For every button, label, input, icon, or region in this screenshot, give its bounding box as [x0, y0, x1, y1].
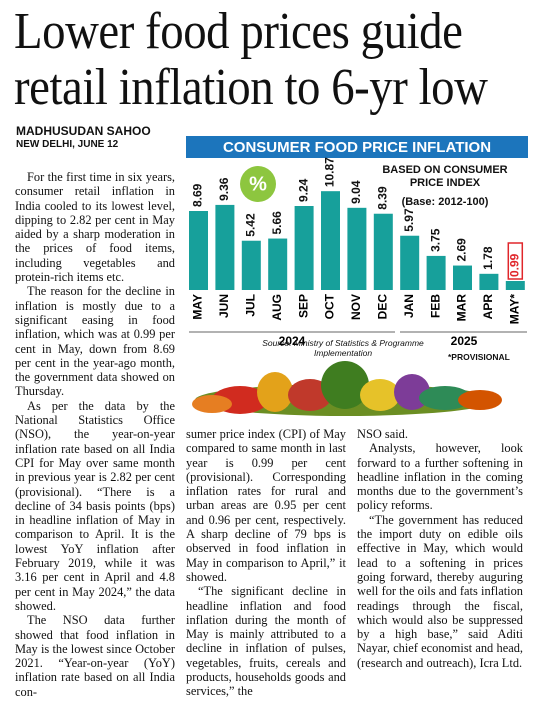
text-column: NSO said. Analysts, however, look forward… [357, 427, 523, 670]
chart: CONSUMER FOOD PRICE INFLATION % 2024 202… [186, 136, 528, 416]
byline-author: MADHUSUDAN SAHOO [16, 124, 151, 138]
paragraph: The NSO data further showed that food in… [15, 613, 175, 699]
x-tick-label: JAN [402, 294, 416, 318]
x-tick-label: JUN [217, 294, 231, 318]
x-tick-label: MAY [191, 294, 205, 320]
bar [347, 207, 367, 290]
bar [505, 281, 525, 290]
value-label: 8.39 [375, 186, 389, 210]
x-tick-label: OCT [323, 293, 337, 319]
value-label: 9.04 [349, 180, 363, 204]
chart-note: (Base: 2012-100) [401, 196, 489, 208]
x-tick-label: AUG [270, 294, 284, 321]
produce-illustration [192, 361, 502, 416]
headline: Lower food prices guide retail inflation… [14, 3, 488, 116]
chart-source: Source: Ministry of Statistics & Program… [262, 338, 424, 358]
paragraph: NSO said. [357, 427, 408, 441]
text-column: For the first time in six years, consume… [15, 170, 175, 699]
text-column: sumer price index (CPI) of May compared … [186, 427, 346, 699]
bar [321, 191, 340, 290]
bar [400, 235, 420, 290]
value-label: 9.24 [296, 178, 310, 202]
x-tick-label: NOV [349, 294, 363, 320]
bar [268, 238, 288, 290]
bar [453, 265, 472, 290]
paragraph: As per the data by the National Statisti… [15, 398, 175, 613]
bar [479, 273, 499, 290]
dateline: NEW DELHI, JUNE 12 [16, 139, 119, 150]
year-label: 2025 [451, 334, 478, 348]
x-tick-label: DEC [375, 294, 389, 320]
bar [241, 240, 261, 290]
paragraph: For the first time in six years, consume… [15, 170, 175, 285]
paragraph: “The significant decline in headline inf… [186, 584, 346, 699]
icon-circle [240, 166, 276, 202]
headline-line: Lower food prices guide [14, 3, 463, 60]
value-label: 3.75 [428, 228, 442, 252]
value-label: 5.42 [243, 213, 257, 237]
paragraph: sumer price index (CPI) of May compared … [186, 427, 346, 584]
x-tick-label: MAY* [507, 294, 521, 325]
headline-line: retail inflation to 6-yr low [14, 59, 488, 116]
chart-title: CONSUMER FOOD PRICE INFLATION [223, 139, 491, 156]
value-label: 10.87 [323, 157, 337, 187]
value-label: 5.66 [270, 211, 284, 235]
bar [215, 204, 235, 290]
bar [294, 206, 314, 290]
paragraph: Analysts, however, look forward to a fur… [357, 441, 523, 513]
value-label: 0.99 [507, 253, 521, 277]
bar [373, 213, 393, 290]
bar [426, 255, 446, 290]
bar [189, 211, 208, 290]
value-label: 5.97 [402, 208, 416, 232]
value-label: 9.36 [217, 177, 231, 201]
paragraph: The reason for the decline in inflation … [15, 284, 175, 399]
year-label: 2024 [279, 334, 306, 348]
title-banner [186, 136, 528, 158]
x-tick-label: JUL [243, 294, 257, 317]
value-label: 2.69 [455, 238, 469, 262]
x-tick-label: FEB [428, 294, 442, 318]
chart-footnote: *PROVISIONAL [448, 352, 510, 362]
icon: % [249, 173, 267, 195]
value-label: 1.78 [481, 246, 495, 270]
paragraph: “The government has reduced the import d… [357, 512, 523, 670]
x-tick-label: SEP [296, 294, 310, 318]
highlight-box [507, 242, 524, 280]
x-tick-label: APR [481, 294, 495, 320]
x-tick-label: MAR [455, 294, 469, 322]
value-label: 8.69 [191, 183, 205, 207]
chart-subtitle: BASED ON CONSUMER PRICE INDEX [382, 164, 508, 189]
